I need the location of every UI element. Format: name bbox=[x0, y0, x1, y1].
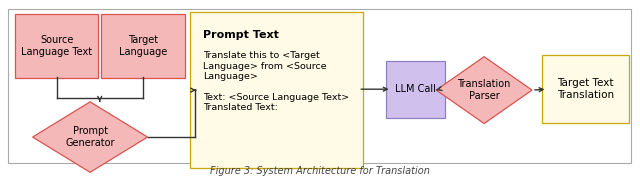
Text: Translate this to <Target
Language> from <Source
Language>

Text: <Source Langua: Translate this to <Target Language> from… bbox=[203, 51, 349, 112]
Text: Target
Language: Target Language bbox=[118, 35, 167, 57]
Text: Target Text
Translation: Target Text Translation bbox=[557, 78, 614, 100]
FancyBboxPatch shape bbox=[101, 14, 184, 78]
Polygon shape bbox=[33, 102, 148, 172]
FancyBboxPatch shape bbox=[542, 55, 629, 123]
Text: LLM Call: LLM Call bbox=[395, 84, 436, 94]
Text: Prompt Text: Prompt Text bbox=[203, 30, 279, 40]
Text: Prompt
Generator: Prompt Generator bbox=[65, 126, 115, 148]
FancyBboxPatch shape bbox=[15, 14, 99, 78]
FancyBboxPatch shape bbox=[387, 61, 445, 118]
Polygon shape bbox=[436, 57, 532, 124]
Text: Source
Language Text: Source Language Text bbox=[21, 35, 92, 57]
FancyBboxPatch shape bbox=[190, 12, 364, 168]
FancyBboxPatch shape bbox=[8, 9, 631, 163]
Text: Translation
Parser: Translation Parser bbox=[458, 79, 511, 101]
Text: Figure 3: System Architecture for Translation: Figure 3: System Architecture for Transl… bbox=[210, 166, 430, 176]
